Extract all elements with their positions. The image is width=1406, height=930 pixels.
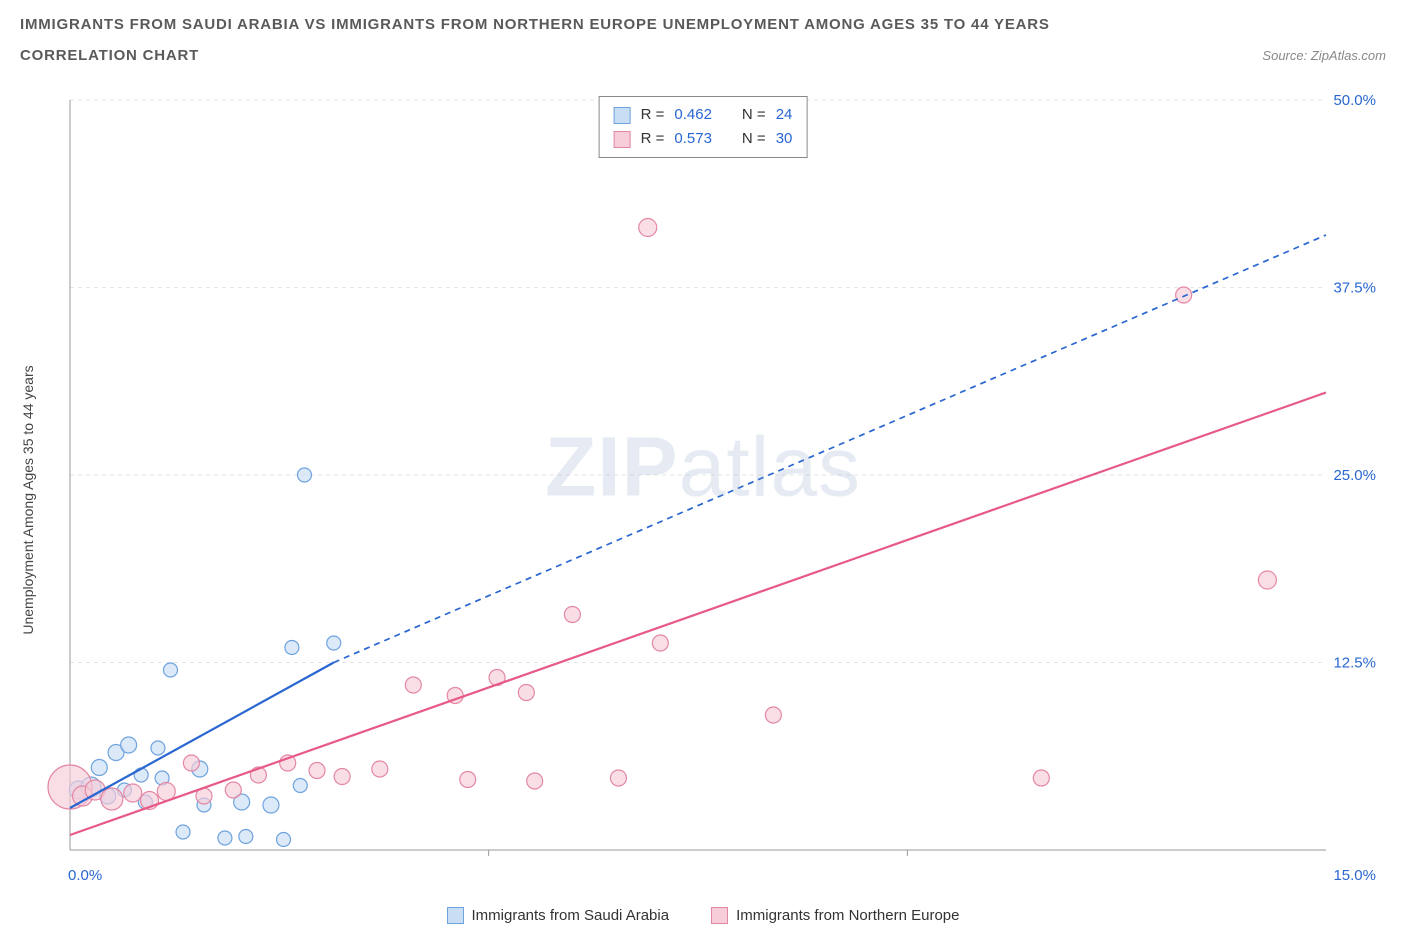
n-value: 30 [776,127,793,151]
r-label: R = [641,127,665,151]
trend-line-extrapolated [334,235,1326,663]
scatter-point [263,797,279,813]
scatter-plot: 12.5% 25.0% 37.5% 50.0% 0.0% 15.0% [20,90,1386,910]
scatter-point [124,784,142,802]
scatter-point [1258,571,1276,589]
chart-header: IMMIGRANTS FROM SAUDI ARABIA VS IMMIGRAN… [0,0,1406,70]
legend-label: Immigrants from Northern Europe [736,907,959,924]
x-tick-label: 15.0% [1333,867,1376,884]
legend-item: Immigrants from Northern Europe [711,907,959,924]
scatter-point [1176,287,1192,303]
n-label: N = [742,127,766,151]
scatter-point [610,770,626,786]
stats-legend-row: R = 0.462 N = 24 [614,103,793,127]
scatter-point [183,755,199,771]
scatter-point [277,833,291,847]
scatter-point [309,763,325,779]
scatter-point [334,769,350,785]
scatter-point [652,635,668,651]
scatter-point [327,636,341,650]
legend-swatch [711,907,728,924]
scatter-point [527,773,543,789]
scatter-point [564,607,580,623]
legend-swatch [614,131,631,148]
scatter-point [218,831,232,845]
scatter-point [225,782,241,798]
source-attribution: Source: ZipAtlas.com [1262,48,1386,63]
subtitle-row: CORRELATION CHART Source: ZipAtlas.com [20,47,1386,64]
legend-swatch [447,907,464,924]
scatter-point [239,830,253,844]
y-tick-label: 37.5% [1333,280,1376,297]
scatter-point [639,219,657,237]
x-tick-label: 0.0% [68,867,102,884]
legend-swatch [614,107,631,124]
scatter-point [101,788,123,810]
scatter-point [765,707,781,723]
stats-legend-row: R = 0.573 N = 30 [614,127,793,151]
chart-title: IMMIGRANTS FROM SAUDI ARABIA VS IMMIGRAN… [20,14,1386,37]
y-tick-label: 25.0% [1333,467,1376,484]
n-value: 24 [776,103,793,127]
stats-legend: R = 0.462 N = 24 R = 0.573 N = 30 [599,96,808,158]
scatter-point [293,779,307,793]
scatter-point [151,741,165,755]
source-label: Source: [1262,48,1307,63]
scatter-point [460,772,476,788]
series-legend: Immigrants from Saudi Arabia Immigrants f… [0,907,1406,924]
trend-line [70,393,1326,836]
scatter-point [297,468,311,482]
scatter-point [176,825,190,839]
r-value: 0.573 [674,127,712,151]
scatter-point [134,768,148,782]
scatter-point [285,641,299,655]
scatter-point [1033,770,1049,786]
r-label: R = [641,103,665,127]
y-tick-label: 50.0% [1333,92,1376,109]
n-label: N = [742,103,766,127]
source-name: ZipAtlas.com [1311,48,1386,63]
scatter-point [518,685,534,701]
scatter-point [163,663,177,677]
y-axis-label: Unemployment Among Ages 35 to 44 years [20,365,36,634]
scatter-point [372,761,388,777]
legend-label: Immigrants from Saudi Arabia [472,907,670,924]
scatter-point [121,737,137,753]
chart-area: Unemployment Among Ages 35 to 44 years Z… [20,90,1386,910]
legend-item: Immigrants from Saudi Arabia [447,907,670,924]
scatter-point [91,760,107,776]
y-tick-label: 12.5% [1333,655,1376,672]
scatter-point [405,677,421,693]
r-value: 0.462 [674,103,712,127]
chart-subtitle: CORRELATION CHART [20,47,199,64]
